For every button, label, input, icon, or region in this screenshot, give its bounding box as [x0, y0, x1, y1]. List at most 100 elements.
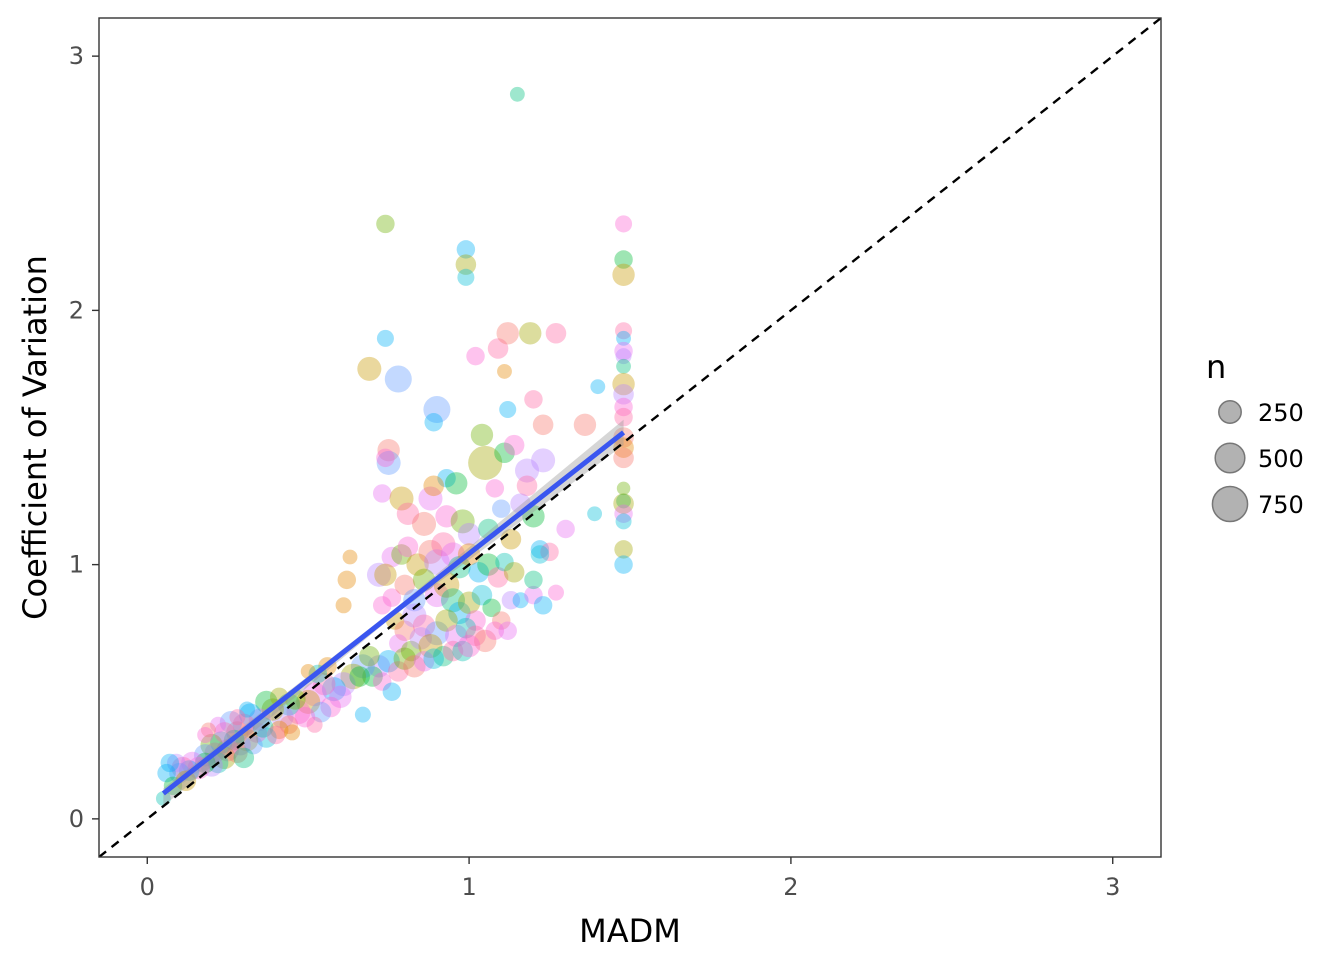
data-point: [313, 672, 336, 696]
data-point: [468, 445, 503, 480]
data-point: [409, 627, 433, 650]
data-point: [391, 544, 412, 565]
data-point: [531, 448, 556, 473]
plot-border: [98, 17, 1162, 858]
data-point: [440, 588, 466, 613]
data-point: [616, 493, 631, 509]
data-point: [210, 716, 227, 733]
data-point: [194, 744, 217, 767]
data-point: [613, 437, 634, 458]
x-tick-label: 0: [140, 873, 155, 901]
data-point: [423, 396, 451, 424]
data-point: [448, 555, 471, 579]
data-point: [394, 620, 416, 642]
data-point: [374, 563, 397, 586]
data-point: [497, 363, 512, 379]
data-point: [167, 753, 186, 773]
data-point: [377, 650, 400, 673]
data-point: [448, 601, 471, 625]
data-point: [382, 682, 402, 701]
data-point: [424, 549, 450, 575]
data-point: [614, 341, 633, 361]
data-point: [424, 583, 449, 608]
data-point: [494, 442, 515, 464]
data-point: [615, 215, 633, 233]
data-point: [509, 86, 525, 102]
y-tick-label: 3: [69, 42, 84, 70]
data-point: [457, 634, 481, 658]
data-point: [359, 645, 380, 667]
data-point: [613, 384, 634, 405]
data-point: [487, 567, 509, 588]
data-point: [376, 214, 395, 234]
data-point: [503, 561, 525, 583]
data-point: [423, 648, 444, 669]
legend-size-swatch: [1211, 485, 1249, 523]
legend-title: n: [1206, 348, 1226, 386]
data-point: [522, 505, 545, 528]
data-point: [498, 621, 517, 640]
data-point: [271, 705, 294, 729]
data-point: [445, 624, 468, 648]
data-point: [354, 706, 371, 723]
data-point: [466, 346, 485, 366]
data-point: [465, 625, 486, 647]
data-point: [306, 716, 323, 733]
data-point: [540, 542, 559, 562]
data-point: [239, 701, 256, 718]
data-point: [256, 727, 277, 748]
data-point: [376, 448, 395, 468]
data-point: [424, 413, 443, 432]
data-point: [612, 372, 635, 396]
data-point: [335, 597, 352, 614]
data-point: [452, 640, 473, 662]
data-point: [615, 322, 633, 340]
data-point: [500, 528, 522, 550]
data-point: [331, 672, 356, 697]
data-point: [492, 499, 511, 518]
data-point: [587, 506, 603, 522]
data-point: [320, 696, 341, 718]
data-point: [614, 407, 633, 427]
data-point: [160, 753, 180, 773]
data-point: [244, 735, 263, 755]
data-point: [487, 338, 509, 359]
data-point: [473, 629, 497, 653]
data-point: [406, 553, 429, 576]
data-point: [310, 701, 332, 723]
data-point: [456, 240, 476, 259]
data-point: [286, 700, 311, 725]
data-point: [457, 522, 481, 546]
data-point: [435, 505, 458, 528]
y-tick-label: 2: [69, 296, 84, 324]
data-point: [403, 655, 426, 678]
data-point: [516, 475, 538, 497]
data-point: [612, 263, 635, 286]
data-point: [524, 585, 543, 605]
data-point: [431, 532, 456, 557]
x-tick-label: 3: [1105, 873, 1120, 901]
data-point: [362, 666, 383, 687]
y-axis-title: Coefficient of Variation: [16, 255, 54, 620]
data-point: [616, 330, 631, 346]
data-point: [442, 640, 464, 662]
data-point: [556, 519, 575, 539]
data-point: [437, 468, 456, 488]
data-point: [418, 486, 443, 511]
data-point: [284, 724, 301, 741]
data-point: [614, 397, 633, 417]
data-point: [471, 584, 493, 606]
data-point: [614, 250, 633, 269]
data-point: [547, 584, 564, 601]
data-point: [455, 617, 477, 639]
data-point: [573, 413, 597, 436]
data-point: [468, 561, 490, 583]
data-point: [485, 479, 505, 498]
data-point: [340, 663, 367, 690]
plot-marks: [99, 18, 1161, 857]
data-point: [530, 545, 550, 564]
data-point: [376, 329, 394, 347]
size-legend: n 250 500 750: [1206, 348, 1304, 523]
data-point: [367, 655, 391, 678]
data-point: [616, 481, 631, 496]
